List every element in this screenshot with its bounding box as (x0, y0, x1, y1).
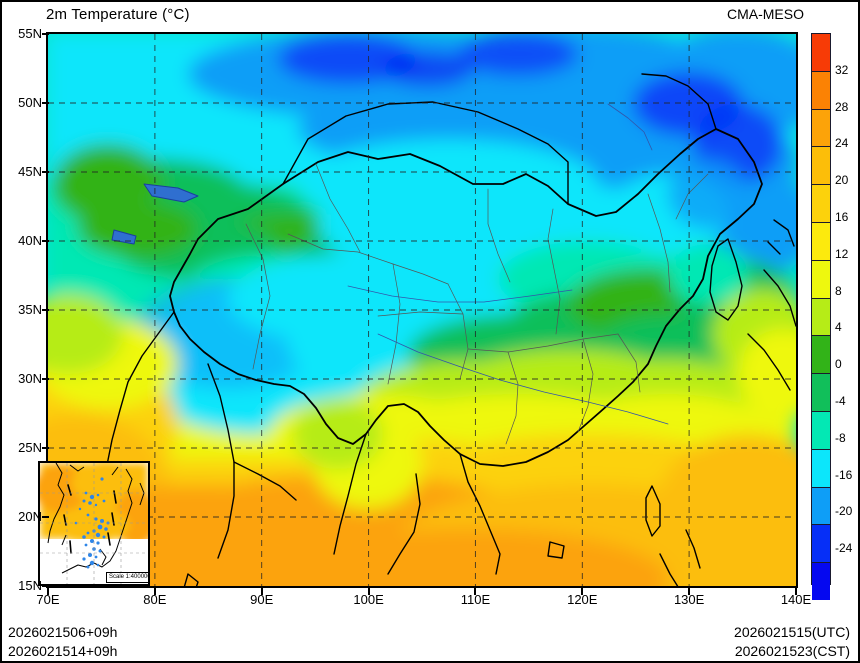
colorbar-band (812, 109, 830, 148)
longitude-label: 120E (567, 592, 598, 607)
map-canvas (48, 34, 796, 586)
colorbar-tick-label: -4 (835, 394, 846, 408)
longitude-tick (367, 588, 370, 595)
latitude-tick (42, 585, 49, 587)
colorbar-band (812, 374, 830, 412)
longitude-label: 110E (460, 592, 491, 607)
longitude-label: 80E (143, 592, 167, 607)
latitude-tick (42, 378, 49, 380)
colorbar-band (812, 487, 830, 526)
colorbar-band (812, 449, 830, 488)
longitude-tick (474, 588, 477, 595)
latitude-label: 50N (18, 95, 42, 110)
colorbar-band (812, 411, 830, 450)
colorbar-band (812, 185, 830, 223)
colorbar-tick-label: 0 (835, 357, 842, 372)
colorbar-band (812, 222, 830, 261)
colorbar-band (812, 298, 830, 337)
latitude-label: 45N (18, 164, 42, 179)
colorbar-tick-label: -16 (835, 467, 853, 482)
latitude-label: 30N (18, 371, 42, 386)
colorbar-tick-label: 16 (835, 210, 849, 224)
colorbar-band (812, 147, 830, 186)
colorbar-tick-label: -8 (835, 430, 846, 445)
colorbar-tick-label: 4 (835, 320, 842, 335)
colorbar-band (812, 563, 830, 600)
longitude-tick (47, 588, 49, 595)
colorbar-band (812, 336, 830, 375)
inset-scale-stamp: Scale 1:40000000 (106, 572, 148, 583)
longitude-label: 90E (250, 592, 274, 607)
longitude-label: 140E (780, 592, 812, 607)
colorbar-tick-label: 20 (835, 173, 849, 188)
colorbar-tick-label: -24 (835, 541, 853, 556)
footer-valid-cst: 2026021523(CST) (734, 643, 850, 659)
latitude-tick (42, 33, 49, 35)
colorbar-band (812, 260, 830, 299)
latitude-label: 15N (18, 578, 42, 593)
longitude-tick (581, 588, 584, 595)
temperature-map[interactable]: Scale 1:20000000 No:GS (2019) 1786 (46, 32, 798, 588)
footer-valid-utc: 2026021515(UTC) (734, 624, 850, 640)
colorbar-tick-label: 24 (835, 136, 849, 151)
latitude-tick (42, 516, 49, 518)
colorbar-tick-label: 32 (835, 62, 849, 77)
colorbar-tick-label: -20 (835, 504, 853, 519)
colorbar-band (812, 525, 830, 564)
longitude-label: 130E (673, 592, 705, 607)
latitude-tick (42, 240, 49, 242)
latitude-tick (42, 447, 49, 449)
latitude-label: 40N (18, 233, 42, 248)
inset-canvas (40, 463, 148, 584)
latitude-label: 25N (18, 440, 42, 455)
longitude-tick (260, 588, 263, 595)
page-title: 2m Temperature (°C) (46, 6, 190, 23)
longitude-tick (795, 588, 797, 595)
colorbar-band (812, 71, 830, 110)
colorbar-tick-label: 12 (835, 246, 849, 261)
latitude-tick (42, 309, 49, 311)
colorbar-tick-label: 8 (835, 283, 842, 298)
latitude-tick (42, 171, 49, 173)
colorbar-band (812, 34, 830, 72)
longitude-label: 100E (353, 592, 384, 607)
longitude-tick (153, 588, 156, 595)
temperature-colorbar[interactable] (811, 33, 831, 600)
latitude-label: 20N (18, 509, 42, 524)
latitude-label: 35N (18, 302, 42, 317)
model-label: CMA-MESO (727, 6, 804, 22)
footer-init-cst: 2026021514+09h (8, 643, 118, 659)
longitude-label: 70E (36, 592, 60, 607)
longitude-tick (688, 588, 691, 595)
colorbar-tick-label: 28 (835, 99, 849, 114)
latitude-tick (42, 102, 49, 104)
footer-init-utc: 2026021506+09h (8, 624, 118, 640)
latitude-label: 55N (18, 26, 42, 41)
south-china-sea-inset[interactable]: Scale 1:40000000 (38, 461, 150, 586)
